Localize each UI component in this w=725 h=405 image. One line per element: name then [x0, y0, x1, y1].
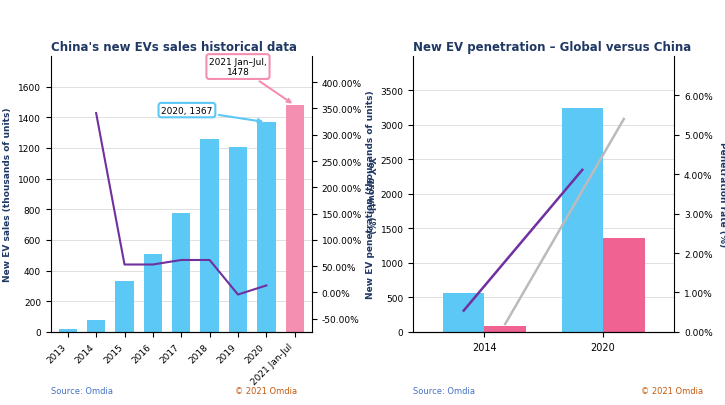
Text: © 2021 Omdia: © 2021 Omdia	[641, 386, 703, 395]
Bar	[144, 254, 162, 332]
Text: Source: Omdia: Source: Omdia	[413, 386, 476, 395]
Bar	[59, 330, 77, 332]
Bar	[115, 281, 133, 332]
Bar	[172, 213, 191, 332]
Bar	[257, 123, 276, 332]
Text: © 2021 Omdia: © 2021 Omdia	[235, 386, 297, 395]
Text: New EV penetration – Global versus China: New EV penetration – Global versus China	[413, 41, 692, 54]
Bar	[603, 238, 645, 332]
Y-axis label: Penetration rate (%): Penetration rate (%)	[718, 142, 725, 247]
Bar	[562, 109, 603, 332]
Text: China's new EVs sales historical data: China's new EVs sales historical data	[51, 41, 297, 54]
Bar	[229, 147, 247, 332]
Y-axis label: New EV penetration (thousands of units): New EV penetration (thousands of units)	[366, 90, 375, 298]
Y-axis label: New EV sales (thousands of units): New EV sales (thousands of units)	[4, 107, 12, 281]
Bar	[484, 326, 526, 332]
Text: Source: Omdia: Source: Omdia	[51, 386, 113, 395]
Bar	[200, 140, 219, 332]
Text: 2020, 1367: 2020, 1367	[161, 107, 261, 124]
Text: 2021 Jan–Jul,
1478: 2021 Jan–Jul, 1478	[209, 58, 291, 103]
Y-axis label: YoY growth (%): YoY growth (%)	[367, 156, 376, 233]
Bar	[286, 106, 304, 332]
Bar	[443, 293, 484, 332]
Bar	[87, 321, 105, 332]
